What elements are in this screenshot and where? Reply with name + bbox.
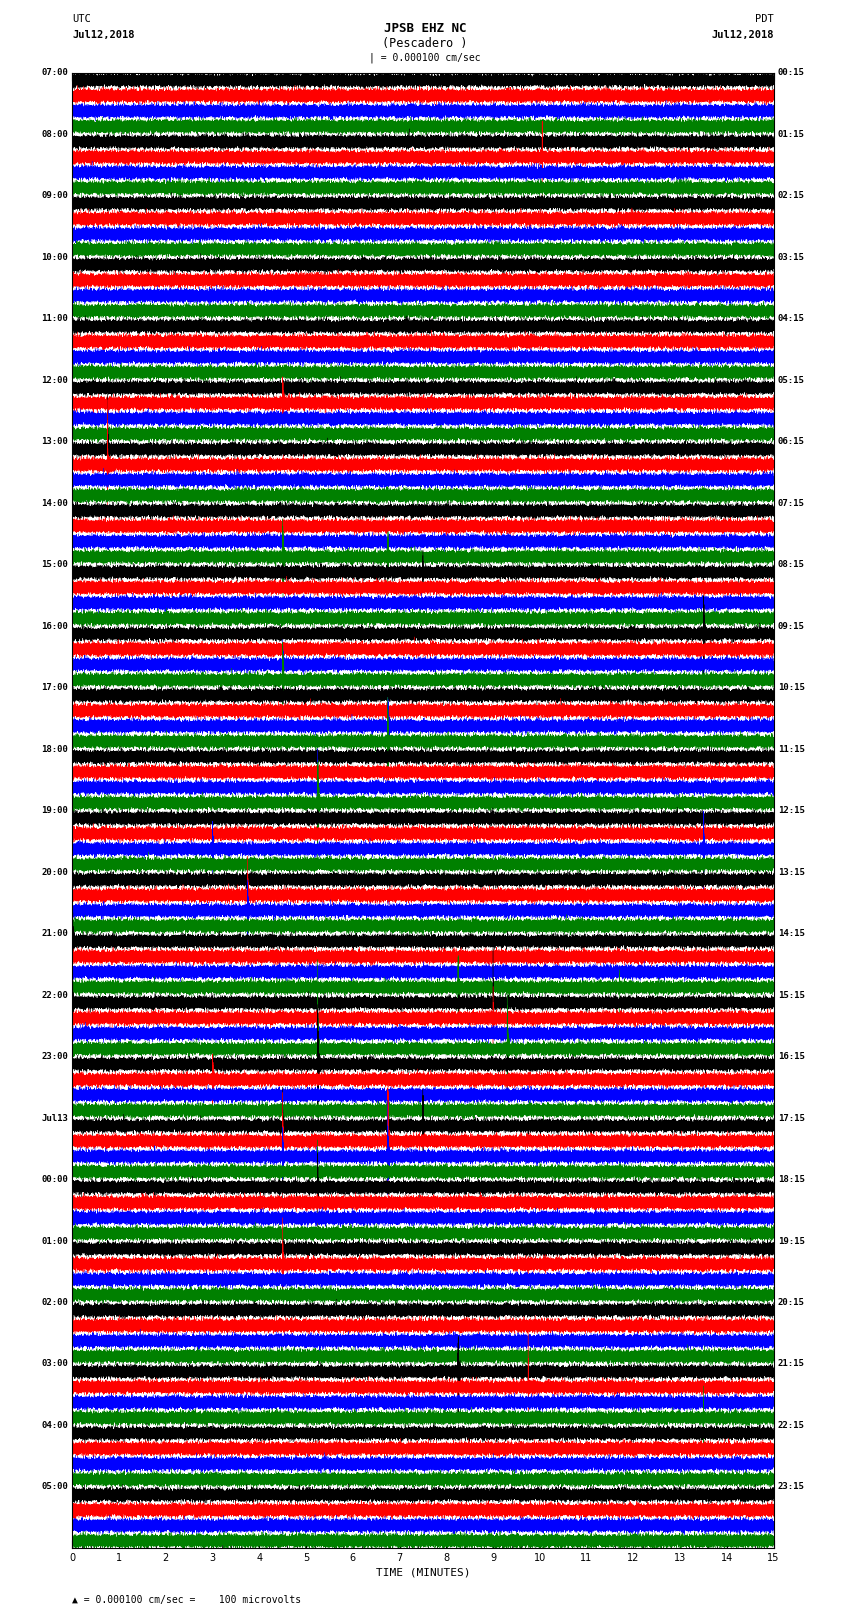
Text: 08:00: 08:00	[41, 129, 68, 139]
Text: 16:15: 16:15	[778, 1052, 805, 1061]
Text: 05:00: 05:00	[41, 1482, 68, 1492]
Text: 12:00: 12:00	[41, 376, 68, 384]
Text: 15:15: 15:15	[778, 990, 805, 1000]
Text: 04:15: 04:15	[778, 315, 805, 323]
Text: 17:00: 17:00	[41, 682, 68, 692]
Text: 04:00: 04:00	[41, 1421, 68, 1431]
Text: 20:15: 20:15	[778, 1298, 805, 1307]
Text: 10:15: 10:15	[778, 682, 805, 692]
Text: 12:15: 12:15	[778, 806, 805, 815]
Text: 22:15: 22:15	[778, 1421, 805, 1431]
Text: 03:15: 03:15	[778, 253, 805, 261]
Text: 13:00: 13:00	[41, 437, 68, 447]
Text: 23:15: 23:15	[778, 1482, 805, 1492]
Text: 01:00: 01:00	[41, 1237, 68, 1245]
Text: 03:00: 03:00	[41, 1360, 68, 1368]
Text: Jul12,2018: Jul12,2018	[711, 31, 774, 40]
Text: Jul12,2018: Jul12,2018	[72, 31, 135, 40]
Text: 11:00: 11:00	[41, 315, 68, 323]
Text: 15:00: 15:00	[41, 560, 68, 569]
Text: 01:15: 01:15	[778, 129, 805, 139]
Text: 10:00: 10:00	[41, 253, 68, 261]
Text: Jul13: Jul13	[41, 1113, 68, 1123]
Text: (Pescadero ): (Pescadero )	[382, 37, 468, 50]
Text: JPSB EHZ NC: JPSB EHZ NC	[383, 23, 467, 35]
Text: 07:00: 07:00	[41, 68, 68, 77]
Text: 06:15: 06:15	[778, 437, 805, 447]
Text: 05:15: 05:15	[778, 376, 805, 384]
Text: 00:15: 00:15	[778, 68, 805, 77]
X-axis label: TIME (MINUTES): TIME (MINUTES)	[376, 1568, 470, 1578]
Text: 18:15: 18:15	[778, 1174, 805, 1184]
Text: 19:00: 19:00	[41, 806, 68, 815]
Text: 22:00: 22:00	[41, 990, 68, 1000]
Text: 14:15: 14:15	[778, 929, 805, 939]
Text: 20:00: 20:00	[41, 868, 68, 876]
Text: 09:00: 09:00	[41, 190, 68, 200]
Text: 14:00: 14:00	[41, 498, 68, 508]
Text: 16:00: 16:00	[41, 621, 68, 631]
Text: 02:00: 02:00	[41, 1298, 68, 1307]
Text: 17:15: 17:15	[778, 1113, 805, 1123]
Text: 11:15: 11:15	[778, 745, 805, 753]
Text: 13:15: 13:15	[778, 868, 805, 876]
Text: 07:15: 07:15	[778, 498, 805, 508]
Text: 18:00: 18:00	[41, 745, 68, 753]
Text: ▲ = 0.000100 cm/sec =    100 microvolts: ▲ = 0.000100 cm/sec = 100 microvolts	[72, 1595, 302, 1605]
Text: 19:15: 19:15	[778, 1237, 805, 1245]
Text: UTC: UTC	[72, 15, 91, 24]
Text: 02:15: 02:15	[778, 190, 805, 200]
Text: 08:15: 08:15	[778, 560, 805, 569]
Text: 09:15: 09:15	[778, 621, 805, 631]
Text: 21:00: 21:00	[41, 929, 68, 939]
Text: | = 0.000100 cm/sec: | = 0.000100 cm/sec	[369, 52, 481, 63]
Text: PDT: PDT	[755, 15, 774, 24]
Text: 23:00: 23:00	[41, 1052, 68, 1061]
Text: 21:15: 21:15	[778, 1360, 805, 1368]
Text: 00:00: 00:00	[41, 1174, 68, 1184]
